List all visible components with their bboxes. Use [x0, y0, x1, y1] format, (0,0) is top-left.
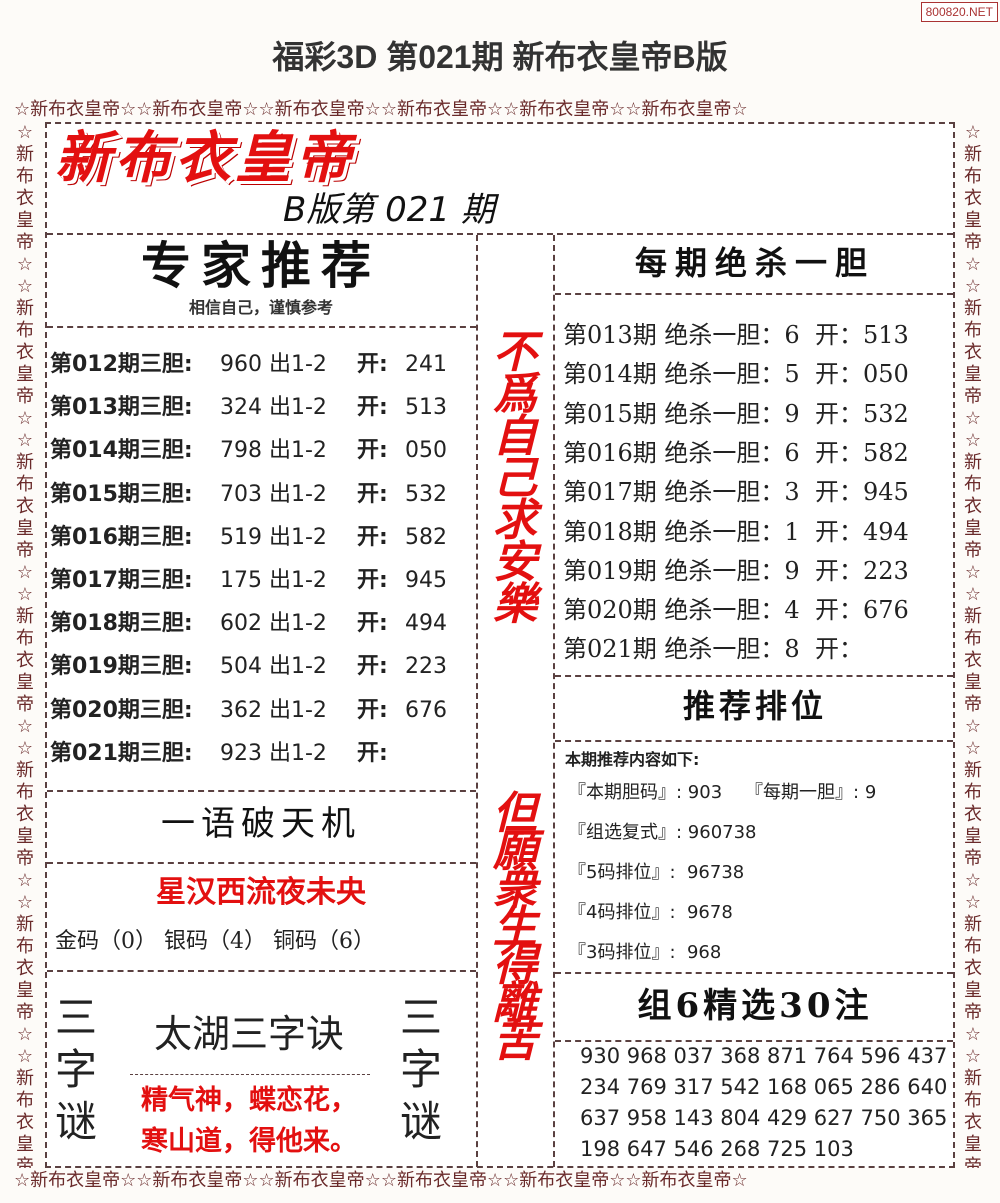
content-frame: [45, 122, 955, 1168]
expert-row-open: 532: [405, 481, 447, 507]
kill-row: 第014期 绝杀一胆：5 开：050: [563, 360, 909, 389]
expert-row-open: 223: [405, 654, 447, 680]
expert-row-label: 第019期三胆:: [50, 654, 193, 680]
group6-title: 组6精选30注: [637, 986, 873, 1026]
expert-row-open-label: 开:: [357, 524, 388, 550]
expert-row-code: 362 出1-2: [220, 697, 327, 723]
expert-row-open-label: 开:: [357, 395, 388, 421]
riddle-line2: 寒山道，得他来。: [141, 1126, 357, 1157]
expert-row-open: 494: [405, 611, 447, 637]
expert-row-code: 960 出1-2: [220, 352, 327, 377]
expert-row-code: 798 出1-2: [220, 438, 327, 464]
expert-row-label: 第018期三胆:: [50, 611, 193, 637]
expert-subtitle: 相信自己，谨慎参考: [188, 298, 333, 317]
rank-row: 『5码排位』: 96738: [568, 862, 745, 883]
expert-row-open: 241: [405, 352, 447, 377]
logo: 新布衣皇帝: [55, 125, 355, 191]
yiyu-title: 一语破天机: [161, 804, 361, 844]
border-left: ☆新布衣皇帝☆☆新布衣皇帝☆☆新布衣皇帝☆☆新布衣皇帝☆☆新布衣皇帝☆☆新布衣皇…: [16, 122, 34, 1168]
issue-label: B版第 021 期: [283, 190, 495, 230]
riddle-line1: 精气神，蝶恋花，: [141, 1085, 357, 1116]
expert-row-open: 945: [405, 568, 447, 593]
group6-line: 234 769 317 542 168 065 286 640: [580, 1075, 948, 1099]
yiyu-phrase: 星汉西流夜未央: [156, 875, 366, 910]
group6-line: 637 958 143 804 429 627 750 365: [580, 1106, 948, 1130]
kill-row: 第020期 绝杀一胆：4 开：676: [563, 596, 909, 625]
rank-title: 推荐排位: [682, 687, 827, 725]
group6-line: 198 647 546 268 725 103: [580, 1137, 854, 1161]
expert-title: 专家推荐: [141, 236, 381, 295]
expert-row-open-label: 开:: [357, 611, 388, 637]
expert-row-code: 175 出1-2: [220, 568, 327, 593]
expert-row-code: 602 出1-2: [220, 611, 327, 637]
riddle-title: 太湖三字诀: [153, 1012, 344, 1056]
expert-row-label: 第013期三胆:: [50, 395, 193, 421]
expert-row-open-label: 开:: [357, 697, 388, 723]
kill-row: 第016期 绝杀一胆：6 开：582: [563, 438, 909, 467]
expert-row-open: 676: [405, 697, 447, 723]
expert-row-open: 513: [405, 395, 447, 421]
motto-2: 但願衆生得離苦: [493, 788, 537, 1067]
expert-row-label: 第012期三胆:: [50, 352, 193, 377]
border-bottom: ☆新布衣皇帝☆☆新布衣皇帝☆☆新布衣皇帝☆☆新布衣皇帝☆☆新布衣皇帝☆☆新布衣皇…: [14, 1170, 748, 1191]
group6-line: 930 968 037 368 871 764 596 437: [580, 1044, 948, 1068]
kill-title: 每期绝杀一胆: [634, 244, 875, 282]
expert-row-open-label: 开:: [357, 568, 388, 593]
kill-row: 第017期 绝杀一胆：3 开：945: [563, 478, 909, 507]
motto-1: 不爲自己求安樂: [493, 327, 537, 630]
riddle-side-left: 三字谜: [55, 993, 98, 1146]
expert-row-code: 923 出1-2: [220, 740, 327, 766]
kill-row: 第013期 绝杀一胆：6 开：513: [563, 321, 909, 349]
expert-row-open-label: 开:: [357, 654, 388, 680]
page-title: 福彩3D 第021期 新布衣皇帝B版: [272, 39, 728, 75]
rank-row: 『4码排位』: 9678: [568, 902, 733, 923]
kill-row: 第015期 绝杀一胆：9 开：532: [563, 399, 909, 428]
expert-row-label: 第015期三胆:: [50, 481, 193, 507]
expert-row-open-label: 开:: [357, 352, 388, 377]
expert-row-label: 第020期三胆:: [50, 697, 193, 723]
yiyu-codes: 金码（0） 银码（4） 铜码（6）: [55, 929, 375, 954]
expert-row-code: 703 出1-2: [220, 481, 327, 507]
expert-row-open-label: 开:: [357, 740, 388, 766]
border-right: ☆新布衣皇帝☆☆新布衣皇帝☆☆新布衣皇帝☆☆新布衣皇帝☆☆新布衣皇帝☆☆新布衣皇…: [964, 122, 982, 1168]
expert-row-label: 第014期三胆:: [50, 438, 193, 464]
expert-row-open: 582: [405, 524, 447, 550]
rank-row: 『3码排位』: 968: [568, 942, 722, 963]
expert-row-label: 第016期三胆:: [50, 524, 193, 550]
kill-row: 第018期 绝杀一胆：1 开：494: [563, 517, 909, 546]
expert-row-code: 519 出1-2: [220, 524, 327, 550]
rank-row: 『组选复式』: 960738: [568, 822, 757, 843]
expert-row-open-label: 开:: [357, 481, 388, 507]
rank-row: 『本期胆码』: 903 『每期一胆』: 9: [568, 782, 877, 803]
expert-row-label: 第021期三胆:: [50, 740, 193, 766]
rank-intro: 本期推荐内容如下:: [565, 750, 700, 769]
watermark: 800820.NET: [920, 2, 998, 22]
border-top: ☆新布衣皇帝☆☆新布衣皇帝☆☆新布衣皇帝☆☆新布衣皇帝☆☆新布衣皇帝☆☆新布衣皇…: [14, 99, 748, 120]
riddle-side-right: 三字谜: [400, 993, 443, 1146]
expert-row-label: 第017期三胆:: [50, 568, 193, 593]
expert-row-code: 324 出1-2: [220, 395, 327, 421]
kill-row: 第019期 绝杀一胆：9 开：223: [563, 556, 909, 585]
expert-row-open-label: 开:: [357, 438, 388, 464]
kill-row: 第021期 绝杀一胆：8 开：: [563, 635, 863, 664]
expert-row-open: 050: [405, 438, 447, 464]
expert-row-code: 504 出1-2: [220, 654, 327, 680]
